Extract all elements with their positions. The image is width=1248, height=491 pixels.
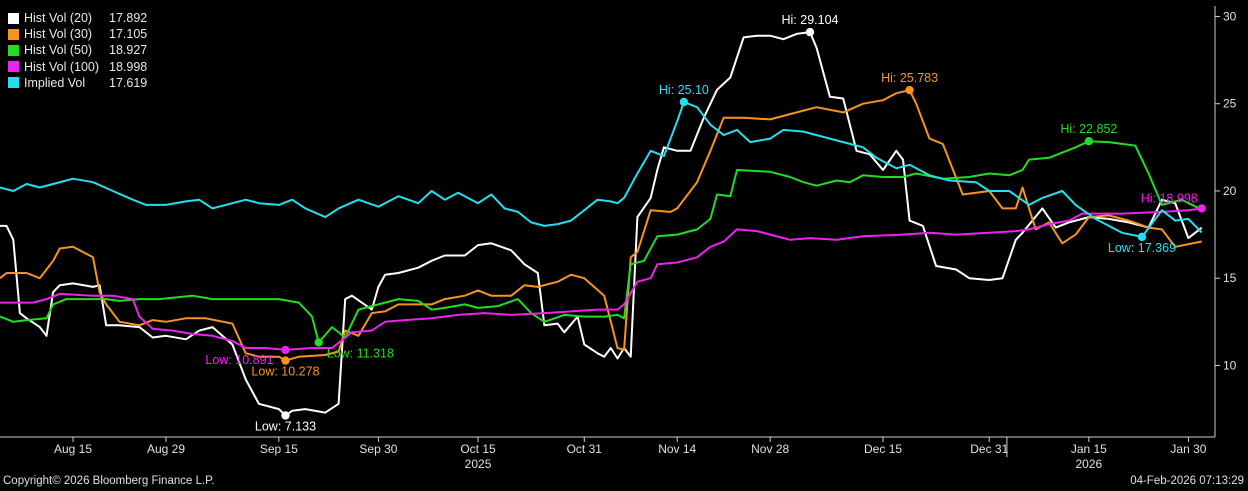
x-tick-label: Sep 30 [359,442,397,456]
legend-swatch [8,61,19,73]
x-tick-label: Nov 28 [751,442,789,456]
x-tick-label: Oct 31 [567,442,603,456]
series-layer [0,31,1203,417]
annotation-label: Low: 11.318 [327,346,394,360]
legend-series-name: Hist Vol (100) [24,59,100,74]
legend-row: Implied Vol 17.619 [8,75,147,91]
annotation-label: Hi: 18.998 [1141,191,1198,205]
y-tick-label: 10 [1223,358,1237,372]
annotation-marker [1084,136,1094,146]
annotation-marker [679,97,689,107]
annotation-marker [805,27,815,37]
annotation-layer: Hi: 29.104 Low: 7.133 Hi: 25.783 Low: 10.27… [205,13,1206,433]
annotation-label: Low: 17.369 [1108,241,1176,255]
annotation-marker [1137,232,1147,242]
x-tick-label: Aug 29 [147,442,185,456]
series-line-1 [0,31,1203,417]
legend-row: Hist Vol (30) 17.105 [8,26,147,42]
legend-row: Hist Vol (50) 18.927 [8,42,147,58]
x-tick-label: Jan 15 [1071,442,1107,456]
annotation-marker [314,338,323,347]
x-tick-label: Aug 15 [54,442,92,456]
legend-series-value: 17.892 [109,11,148,25]
legend-series-value: 17.619 [109,75,148,90]
legend-series-name: Hist Vol (20) [24,11,93,25]
legend-series-name: Implied Vol [24,75,86,90]
x-tick-label: Nov 14 [658,442,696,456]
legend-swatch [8,28,19,40]
annotation-label: Hi: 25.10 [659,83,709,97]
legend-swatch [8,45,19,56]
annotation-marker [281,345,290,355]
timestamp-text: 04-Feb-2026 07:13:29 [1130,475,1244,487]
annotation-label: Low: 10.891 [205,353,273,367]
annotation-marker [281,356,290,365]
year-label: 2025 [465,457,492,471]
legend-series-value: 18.927 [109,43,148,58]
legend-series-value: 18.998 [109,59,148,74]
y-tick-label: 30 [1223,9,1237,23]
y-tick-label: 20 [1223,184,1237,198]
annotation-label: Low: 10.278 [251,365,319,379]
y-tick-label: 25 [1223,97,1237,111]
year-label: 2026 [1076,457,1103,471]
x-tick-label: Jan 30 [1170,442,1206,456]
series-line-2 [0,89,1202,362]
series-line-3 [0,140,1203,344]
legend-series-value: 17.105 [109,27,148,42]
series-line-4 [0,207,1202,351]
annotation-label: Hi: 29.104 [782,13,839,27]
annotation-marker [905,85,914,95]
annotation-label: Low: 7.133 [255,419,316,433]
legend-series-name: Hist Vol (50) [24,43,93,58]
annotation-marker [1197,204,1206,213]
legend-row: Hist Vol (100) 18.998 [8,59,147,75]
copyright-text: Copyright© 2026 Bloomberg Finance L.P. [3,475,215,487]
x-tick-label: Sep 15 [260,442,298,456]
legend-swatch [8,12,19,24]
series-line-5 [0,101,1203,238]
annotation-label: Hi: 25.783 [881,71,938,85]
legend-row: Hist Vol (20) 17.892 [8,10,147,26]
annotation-label: Hi: 22.852 [1060,122,1117,136]
y-tick-label: 15 [1223,271,1237,285]
x-tick-label: Oct 15 [460,442,496,456]
x-tick-label: Dec 31 [970,442,1008,456]
x-tick-label: Dec 15 [864,442,902,456]
legend-swatch [8,77,19,89]
legend-series-name: Hist Vol (30) [24,27,93,42]
annotation-marker [281,411,290,420]
legend: Hist Vol (20) 17.892 Hist Vol (30) 17.10… [8,10,147,91]
